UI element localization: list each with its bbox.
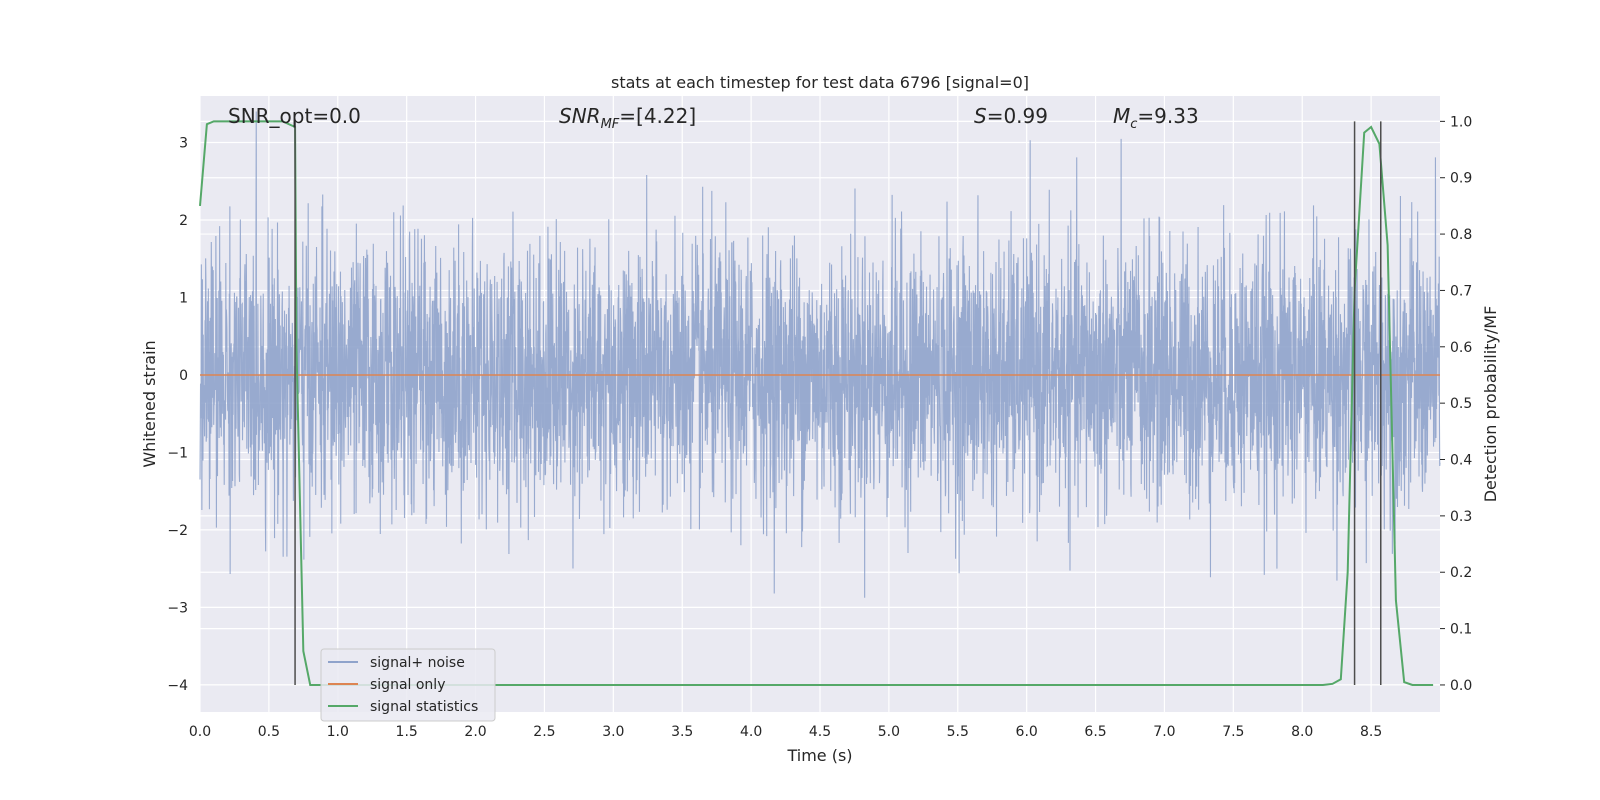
y-right-tick-label-8: 0.2 xyxy=(1450,565,1472,581)
x-axis-label: Time (s) xyxy=(786,746,852,765)
y-right-tick-label-10: 0.0 xyxy=(1450,678,1472,694)
x-tick-labels: 0.0 0.5 1.0 1.5 2.0 2.5 3.0 3.5 4.0 4.5 5.0 5.5 6.0 6… xyxy=(189,724,1382,740)
x-tick-label-1: 0.5 xyxy=(258,724,280,740)
x-tick-label-4: 2.0 xyxy=(464,724,486,740)
y-right-tick-label-1: 0.9 xyxy=(1450,171,1472,187)
annotation-mc-value: =9.33 xyxy=(1137,104,1198,128)
y-tick-label-6: −3 xyxy=(167,600,188,616)
annotation-mc-sub: c xyxy=(1130,117,1137,132)
annotation-s-value: =0.99 xyxy=(987,104,1048,128)
y-right-tick-labels: 1.0 0.9 0.8 0.7 0.6 0.5 0.4 0.3 0.2 0.1 0.0 xyxy=(1440,114,1472,694)
y-right-tick-label-3: 0.7 xyxy=(1450,283,1472,299)
x-tick-label-3: 1.5 xyxy=(396,724,418,740)
legend-label-signal-only: signal only xyxy=(370,677,445,693)
x-tick-label-17: 8.5 xyxy=(1360,724,1382,740)
chart-title: stats at each timestep for test data 679… xyxy=(611,73,1029,92)
x-tick-label-9: 4.5 xyxy=(809,724,831,740)
y-tick-label-5: −2 xyxy=(167,523,188,539)
x-tick-label-13: 6.5 xyxy=(1084,724,1106,740)
signal-statistics-line xyxy=(199,120,1434,686)
y-right-tick-label-4: 0.6 xyxy=(1450,340,1472,356)
legend-box xyxy=(320,648,496,722)
y-right-tick-label-6: 0.4 xyxy=(1450,453,1472,469)
y-right-tick-label-0: 1.0 xyxy=(1450,114,1472,130)
legend: signal+ noise signal only signal statist… xyxy=(320,648,496,722)
annotation-snr-mf-sub: MF xyxy=(601,117,620,132)
x-tick-label-8: 4.0 xyxy=(740,724,762,740)
x-tick-label-12: 6.0 xyxy=(1016,724,1038,740)
annotation-snr-mf: SNRMF=[4.22] xyxy=(559,104,696,132)
x-tick-label-14: 7.0 xyxy=(1153,724,1175,740)
y-right-tick-label-9: 0.1 xyxy=(1450,622,1472,638)
annotation-mc-label: M xyxy=(1113,104,1130,128)
y-tick-label-2: 1 xyxy=(179,290,188,306)
annotation-mc: Mc=9.33 xyxy=(1113,104,1199,132)
legend-label-signal-statistics: signal statistics xyxy=(370,699,478,715)
signal-noise-series xyxy=(199,111,1441,598)
y-right-axis-label: Detection probability/MF xyxy=(1481,306,1500,503)
y-tick-label-1: 2 xyxy=(179,213,188,229)
y-tick-label-0: 3 xyxy=(179,135,188,151)
x-tick-label-11: 5.5 xyxy=(947,724,969,740)
legend-label-signal-noise: signal+ noise xyxy=(370,655,465,671)
y-right-tick-label-5: 0.5 xyxy=(1450,396,1472,412)
y-tick-label-7: −4 xyxy=(167,678,188,694)
y-tick-label-3: 0 xyxy=(179,368,188,384)
signal-noise-line xyxy=(199,111,1441,598)
vertical-markers xyxy=(294,121,1382,685)
x-tick-label-7: 3.5 xyxy=(671,724,693,740)
x-tick-label-2: 1.0 xyxy=(327,724,349,740)
x-tick-label-0: 0.0 xyxy=(189,724,211,740)
y-right-tick-label-2: 0.8 xyxy=(1450,227,1472,243)
x-tick-label-6: 3.0 xyxy=(602,724,624,740)
x-tick-label-15: 7.5 xyxy=(1222,724,1244,740)
annotation-s-label: S xyxy=(974,104,987,128)
signal-statistics-series xyxy=(199,120,1434,686)
x-tick-label-10: 5.0 xyxy=(878,724,900,740)
y-axis-label: Whitened strain xyxy=(140,340,159,467)
annotation-snr-mf-value: =[4.22] xyxy=(619,104,696,128)
x-tick-label-5: 2.5 xyxy=(533,724,555,740)
annotation-s: S=0.99 xyxy=(974,104,1048,128)
y-tick-label-4: −1 xyxy=(167,445,188,461)
y-right-tick-label-7: 0.3 xyxy=(1450,509,1472,525)
annotation-snr-mf-label: SNR xyxy=(559,104,601,128)
y-tick-labels: 3 2 1 0 −1 −2 −3 −4 xyxy=(167,135,188,693)
annotation-snr-opt: SNR_opt=0.0 xyxy=(228,104,361,128)
x-tick-label-16: 8.0 xyxy=(1291,724,1313,740)
